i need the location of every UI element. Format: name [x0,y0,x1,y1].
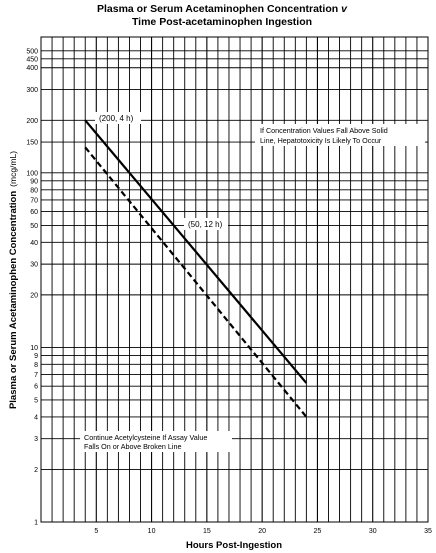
y-tick-label: 6 [34,384,38,391]
title-line1: Plasma or Serum Acetaminophen Concentrat… [97,3,338,15]
y-tick-label: 60 [30,209,38,216]
hepatotoxicity-line-solid [84,119,308,384]
y-tick-label: 40 [30,240,38,247]
point-label-200-4h: (200, 4 h) [99,114,134,123]
treatment-line-dashed [84,146,308,418]
y-tick-label: 150 [26,140,38,147]
y-tick-label: 10 [30,345,38,352]
x-tick-label: 15 [203,528,211,535]
y-tick-label: 450 [26,56,38,63]
lower-annotation-line1: Continue Acetylcysteine If Assay Value [84,433,207,442]
point-label-2-background [184,218,228,230]
y-tick-label: 70 [30,197,38,204]
x-axis-label: Hours Post-Ingestion [186,540,282,551]
x-tick-label: 10 [148,528,156,535]
x-tick-labels: 5 10 15 20 25 30 35 [94,528,432,535]
y-tick-label: 90 [30,178,38,185]
y-tick-label: 100 [26,170,38,177]
x-tick-label: 25 [314,528,322,535]
y-tick-label: 80 [30,187,38,194]
upper-annotation-line1: If Concentration Values Fall Above Solid [260,126,388,135]
y-tick-label: 30 [30,262,38,269]
y-axis-label: Plasma or Serum Acetaminophen Concentrat… [8,151,19,409]
y-tick-label: 7 [34,372,38,379]
y-tick-label: 4 [34,414,38,421]
y-tick-label: 1 [34,520,38,527]
x-tick-label: 30 [369,528,377,535]
y-axis-label-main: Plasma or Serum Acetaminophen Concentrat… [8,191,19,409]
lower-note-background [80,431,232,452]
y-tick-label: 20 [30,292,38,299]
y-tick-label: 200 [26,118,38,125]
series-lines [84,119,308,418]
y-tick-label: 8 [34,362,38,369]
title-italic: v [341,3,348,15]
y-tick-label: 400 [26,65,38,72]
y-tick-label: 50 [30,223,38,230]
chart-title: Plasma or Serum Acetaminophen Concentrat… [97,3,348,15]
upper-note-background [255,124,425,146]
y-tick-label: 5 [34,397,38,404]
point-label-50-12h: (50, 12 h) [188,220,223,229]
y-tick-label: 9 [34,353,38,360]
plot-frame [40,36,429,523]
point-label-1-background [95,112,141,124]
lower-annotation-line2: Falls On or Above Broken Line [84,442,181,451]
y-tick-label: 500 [26,48,38,55]
y-tick-label: 3 [34,436,38,443]
x-tick-label: 35 [424,528,432,535]
y-tick-label: 2 [34,467,38,474]
y-axis-label-unit: (mcg/mL) [8,151,18,187]
x-tick-label: 20 [258,528,266,535]
chart-subtitle: Time Post-acetaminophen Ingestion [132,16,312,28]
y-tick-label: 300 [26,87,38,94]
x-tick-label: 5 [94,528,98,535]
upper-annotation-line2: Line, Hepatotoxicity Is Likely To Occur [260,136,382,145]
